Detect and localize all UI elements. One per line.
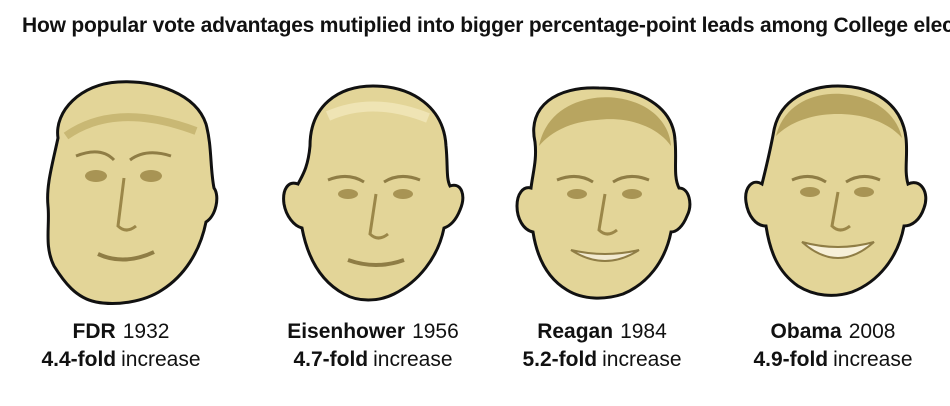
reagan-portrait [515,86,692,300]
fold-value: 4.7-fold [293,348,369,371]
fold-suffix: increase [602,348,682,371]
election-year: 1956 [412,320,459,343]
president-card-obama: Obama 2008 4.9-fold increase [718,76,948,396]
fold-value: 4.9-fold [753,348,829,371]
president-name: Obama [770,320,842,343]
president-name: Eisenhower [287,320,406,343]
president-card-eisenhower: Eisenhower 1956 4.7-fold increase [258,76,488,396]
fold-value: 5.2-fold [522,348,598,371]
obama-caption: Obama 2008 4.9-fold increase [718,318,948,374]
obama-portrait [744,84,928,297]
fold-suffix: increase [833,348,913,371]
president-name: FDR [72,320,116,343]
president-name: Reagan [537,320,614,343]
eisenhower-caption: Eisenhower 1956 4.7-fold increase [258,318,488,374]
fold-suffix: increase [373,348,453,371]
eisenhower-portrait [282,84,465,302]
president-card-fdr: FDR 1932 4.4-fold increase [6,76,236,396]
chart-title: How popular vote advantages mutiplied in… [22,14,950,37]
fdr-caption: FDR 1932 4.4-fold increase [6,318,236,374]
fold-suffix: increase [121,348,201,371]
fdr-portrait [46,80,219,305]
reagan-caption: Reagan 1984 5.2-fold increase [487,318,717,374]
election-year: 1984 [620,320,667,343]
election-year: 1932 [122,320,170,343]
president-card-reagan: Reagan 1984 5.2-fold increase [487,76,717,396]
fold-value: 4.4-fold [41,348,117,371]
election-year: 2008 [848,320,896,343]
